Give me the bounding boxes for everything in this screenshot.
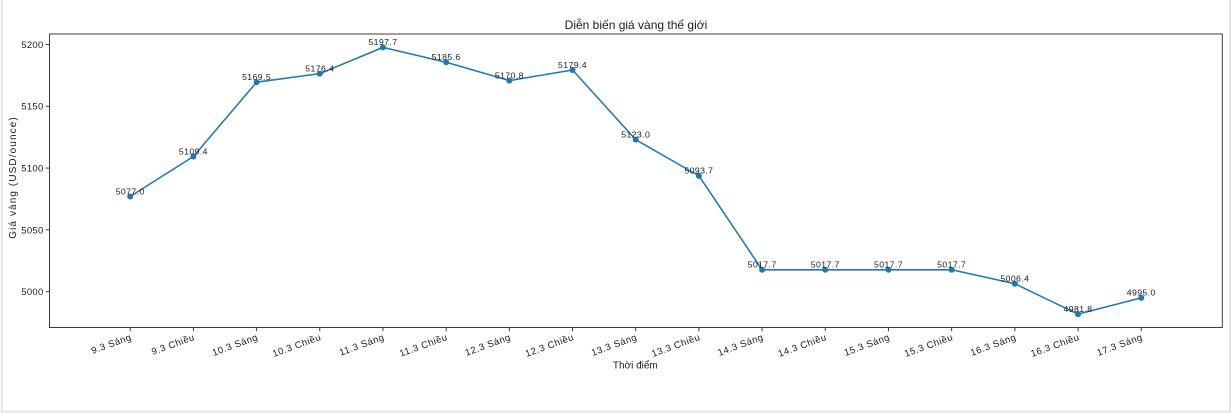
svg-text:Diễn biến giá vàng thế giới: Diễn biến giá vàng thế giới <box>565 17 708 32</box>
svg-text:5185.6: 5185.6 <box>432 52 461 62</box>
svg-text:5017.7: 5017.7 <box>748 260 777 270</box>
svg-text:5169.5: 5169.5 <box>242 72 271 82</box>
svg-text:5093.7: 5093.7 <box>684 166 713 176</box>
svg-text:5017.7: 5017.7 <box>874 260 903 270</box>
svg-text:5017.7: 5017.7 <box>937 260 966 270</box>
svg-text:5109.4: 5109.4 <box>179 146 208 156</box>
svg-text:5200: 5200 <box>21 40 43 51</box>
svg-text:Thời điểm: Thời điểm <box>613 359 658 371</box>
svg-text:5170.8: 5170.8 <box>495 70 524 80</box>
svg-text:4995.0: 4995.0 <box>1127 288 1156 298</box>
svg-text:5176.4: 5176.4 <box>305 63 334 73</box>
svg-text:Giá vàng (USD/ounce): Giá vàng (USD/ounce) <box>8 116 19 239</box>
svg-text:5077.0: 5077.0 <box>116 186 145 196</box>
svg-text:5197.7: 5197.7 <box>368 37 397 47</box>
svg-text:5017.7: 5017.7 <box>811 260 840 270</box>
svg-text:4981.8: 4981.8 <box>1064 304 1093 314</box>
svg-text:5179.4: 5179.4 <box>558 60 587 70</box>
svg-text:5050: 5050 <box>21 225 43 236</box>
svg-text:5006.4: 5006.4 <box>1000 274 1029 284</box>
svg-text:5150: 5150 <box>21 102 43 113</box>
svg-text:5000: 5000 <box>21 287 43 298</box>
svg-text:5100: 5100 <box>21 163 43 174</box>
svg-text:5123.0: 5123.0 <box>621 129 650 139</box>
